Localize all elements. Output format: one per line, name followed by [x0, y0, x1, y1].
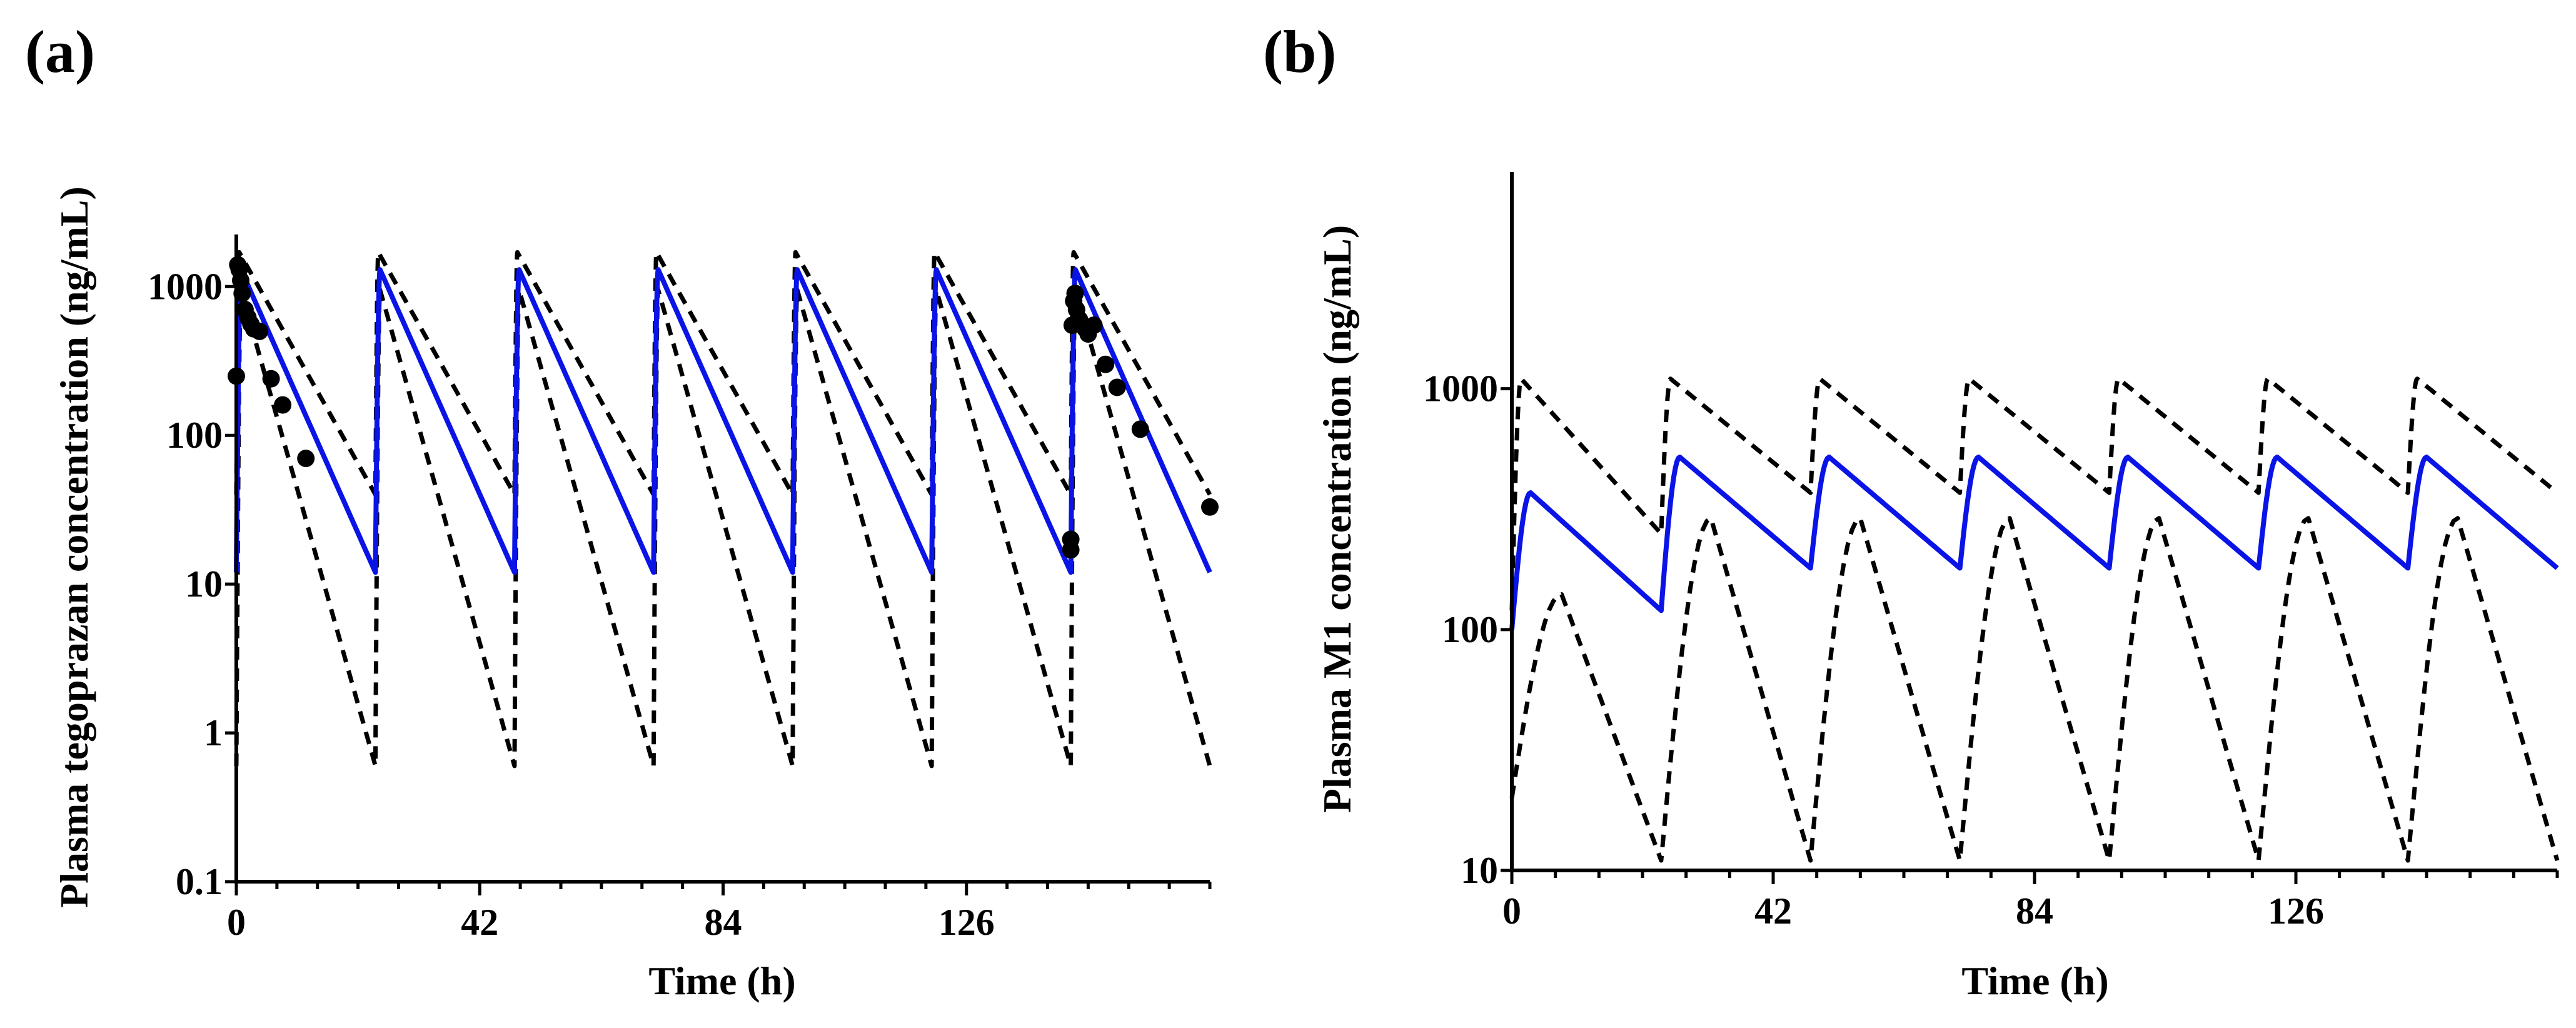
observed-point: [1201, 498, 1219, 516]
panel-a-chart: (a) 0 42 84 126 0.1 1 10 100 1000 Time (h) Plasm…: [25, 18, 1219, 1003]
x-tick-label: 126: [2268, 890, 2324, 932]
observed-point: [297, 450, 315, 468]
y-tick-label: 1000: [148, 266, 223, 307]
panel-a-label: (a): [25, 18, 95, 85]
y-tick-label: 10: [1461, 850, 1498, 891]
y-tick-label: 0.1: [176, 861, 223, 902]
upper-prediction-line: [234, 249, 1212, 497]
x-tick-label: 42: [461, 902, 498, 943]
median-prediction-line: [1509, 455, 2559, 630]
observed-point: [1097, 355, 1115, 373]
panel-b-y-axis-title: Plasma M1 concentration (ng/mL): [1315, 225, 1359, 813]
panel-b-x-axis-title: Time (h): [1961, 959, 2108, 1003]
observed-point: [1085, 316, 1103, 335]
observed-point: [1062, 541, 1080, 559]
y-tick-label: 1: [204, 712, 223, 753]
lower-prediction-line: [1509, 516, 2560, 863]
x-tick-label: 42: [1754, 890, 1792, 932]
x-tick-label: 0: [1502, 890, 1521, 932]
observed-point: [274, 396, 292, 414]
y-tick-label: 10: [185, 563, 223, 605]
panel-a-x-axis-title: Time (h): [648, 959, 795, 1003]
observed-point: [1131, 420, 1149, 438]
y-tick-label: 100: [1442, 609, 1498, 650]
y-tick-label: 100: [166, 415, 223, 456]
x-tick-label: 84: [2016, 890, 2053, 932]
panel-b-label: (b): [1263, 18, 1336, 85]
panel-a-y-axis-title: Plasma tegoprazan concentration (ng/mL): [52, 186, 96, 908]
x-tick-label: 84: [705, 902, 742, 943]
x-tick-label: 126: [938, 902, 995, 943]
upper-prediction-line: [1509, 376, 2559, 611]
x-tick-label: 0: [227, 902, 246, 943]
median-prediction-line: [234, 267, 1212, 575]
observed-point: [251, 322, 269, 340]
observed-point: [1066, 285, 1084, 303]
observed-point: [262, 370, 280, 388]
y-tick-label: 1000: [1423, 368, 1498, 410]
observed-point: [1108, 378, 1126, 396]
panel-b-chart: (b) 0 42 84 126 10 100 1000 Time (h) Plasma M1…: [1263, 18, 2560, 1003]
lower-prediction-line: [234, 288, 1212, 768]
